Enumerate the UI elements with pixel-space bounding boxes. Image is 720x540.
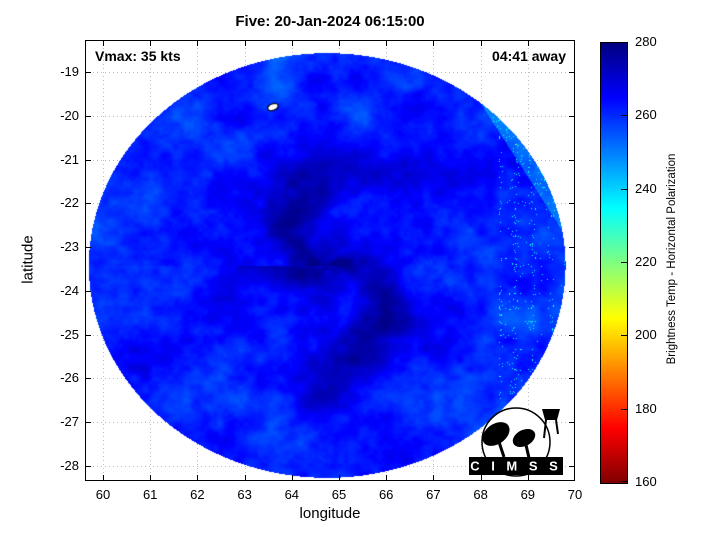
y-axis-label: latitude bbox=[19, 235, 37, 284]
x-tick-label: 65 bbox=[331, 487, 347, 502]
x-tick-label: 60 bbox=[95, 487, 111, 502]
plot-area: Vmax: 35 kts 04:41 away C I M S S bbox=[85, 40, 575, 481]
vmax-annotation: Vmax: 35 kts bbox=[95, 48, 181, 64]
colorbar-tick-mark bbox=[621, 408, 627, 410]
colorbar-tick-mark bbox=[621, 42, 627, 43]
x-tick-label: 70 bbox=[567, 487, 583, 502]
cimss-logo-text: C I M S S bbox=[470, 459, 562, 474]
colorbar-tick-mark bbox=[621, 262, 627, 263]
x-tick-label: 69 bbox=[520, 487, 536, 502]
plot-frame bbox=[85, 40, 575, 481]
y-tick-label: -27 bbox=[60, 414, 79, 430]
y-tick-label: -28 bbox=[60, 458, 79, 474]
y-tick-label: -21 bbox=[60, 151, 79, 167]
satellite-dish-icon bbox=[482, 422, 536, 459]
x-tick-label: 61 bbox=[142, 487, 158, 502]
x-axis-label: longitude bbox=[299, 505, 361, 522]
colorbar-tick-label: 240 bbox=[635, 180, 657, 196]
cimss-logo: C I M S S bbox=[469, 407, 563, 477]
x-tick-label: 64 bbox=[284, 487, 300, 502]
y-tick-label: -23 bbox=[60, 239, 79, 255]
colorbar-tick-mark bbox=[621, 188, 627, 190]
y-tick-label: -24 bbox=[60, 282, 79, 298]
x-tick-label: 67 bbox=[426, 487, 441, 502]
x-tick-label: 66 bbox=[378, 487, 394, 502]
y-tick-label: -25 bbox=[60, 326, 79, 342]
y-tick-label: -20 bbox=[60, 107, 79, 123]
colorbar-tick-mark bbox=[621, 481, 627, 482]
water-tower-icon bbox=[542, 409, 560, 439]
eta-annotation: 04:41 away bbox=[492, 48, 566, 64]
colorbar-tick-mark bbox=[621, 335, 627, 337]
x-tick-label: 68 bbox=[473, 487, 488, 502]
colorbar-tick-mark bbox=[621, 115, 627, 117]
colorbar-tick-label: 220 bbox=[635, 254, 657, 269]
x-tick-label: 63 bbox=[237, 487, 252, 502]
colorbar-tick-label: 200 bbox=[635, 327, 657, 343]
colorbar-tick-label: 260 bbox=[635, 107, 657, 123]
colorbar-tick-label: 160 bbox=[635, 474, 657, 489]
logo-banner bbox=[469, 457, 563, 475]
colorbar bbox=[600, 42, 628, 484]
colorbar-tick-label: 280 bbox=[635, 34, 657, 49]
colorbar-tick-label: 180 bbox=[635, 400, 657, 416]
y-tick-label: -26 bbox=[60, 370, 79, 386]
x-tick-label: 62 bbox=[190, 487, 205, 502]
y-tick-label: -22 bbox=[60, 195, 79, 211]
plot-title: Five: 20-Jan-2024 06:15:00 bbox=[235, 13, 425, 30]
satellite-swath-image bbox=[85, 40, 575, 481]
y-tick-label: -19 bbox=[60, 64, 79, 80]
